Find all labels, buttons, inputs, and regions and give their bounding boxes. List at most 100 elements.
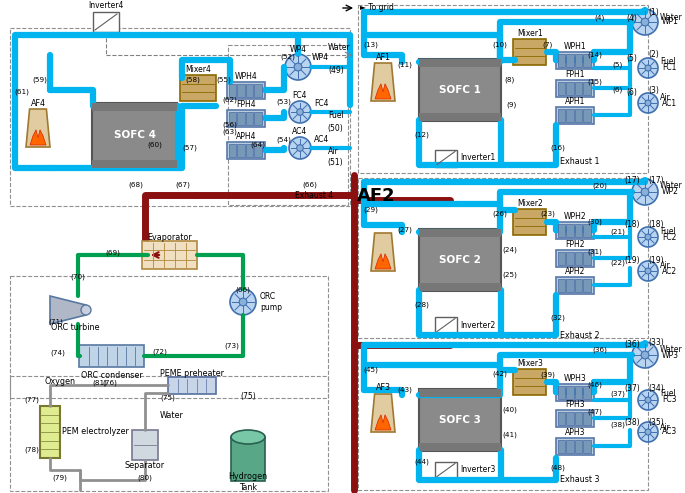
Text: Mixer4: Mixer4 bbox=[185, 66, 211, 74]
Bar bbox=[419, 229, 501, 291]
Text: SOFC 4: SOFC 4 bbox=[114, 130, 156, 140]
Text: (81): (81) bbox=[92, 380, 108, 386]
Bar bbox=[514, 39, 547, 65]
Text: Exhaust 2: Exhaust 2 bbox=[560, 330, 599, 340]
Bar bbox=[558, 54, 566, 67]
Circle shape bbox=[638, 93, 658, 113]
Text: (9): (9) bbox=[507, 102, 517, 108]
Text: (4): (4) bbox=[595, 15, 605, 21]
Text: (73): (73) bbox=[225, 343, 240, 349]
Bar bbox=[556, 437, 594, 455]
Text: (64): (64) bbox=[251, 142, 265, 148]
Polygon shape bbox=[371, 63, 395, 101]
Bar bbox=[558, 223, 566, 237]
Text: Mixer3: Mixer3 bbox=[517, 359, 543, 368]
Text: WP4: WP4 bbox=[290, 44, 306, 54]
Text: (38): (38) bbox=[610, 422, 625, 428]
Polygon shape bbox=[371, 233, 395, 271]
Text: (75): (75) bbox=[160, 395, 175, 401]
Bar bbox=[558, 251, 566, 265]
Text: (4): (4) bbox=[627, 13, 638, 23]
Text: (13): (13) bbox=[364, 42, 378, 48]
Bar bbox=[558, 279, 566, 291]
Bar bbox=[419, 59, 501, 121]
Text: (6): (6) bbox=[613, 87, 623, 93]
Bar bbox=[227, 141, 265, 159]
Text: (6): (6) bbox=[627, 87, 638, 97]
Bar bbox=[246, 111, 253, 125]
Bar bbox=[558, 386, 566, 398]
Text: (46): (46) bbox=[588, 382, 602, 388]
Text: Air: Air bbox=[328, 147, 339, 156]
Bar bbox=[10, 28, 350, 206]
Circle shape bbox=[285, 54, 311, 80]
Text: FC4: FC4 bbox=[314, 99, 329, 107]
Polygon shape bbox=[371, 394, 395, 432]
Bar bbox=[558, 412, 566, 424]
Circle shape bbox=[638, 422, 658, 442]
Circle shape bbox=[632, 9, 658, 35]
Text: Exhaust 4: Exhaust 4 bbox=[295, 191, 333, 201]
Bar bbox=[10, 376, 328, 491]
Bar bbox=[419, 443, 501, 451]
Text: (74): (74) bbox=[51, 350, 66, 356]
Text: (25): (25) bbox=[503, 272, 517, 278]
Circle shape bbox=[81, 305, 91, 315]
Text: Inverter2: Inverter2 bbox=[460, 320, 495, 329]
Bar bbox=[228, 45, 348, 205]
Text: (42): (42) bbox=[493, 371, 508, 377]
Text: WPH1: WPH1 bbox=[564, 42, 586, 51]
Polygon shape bbox=[50, 296, 86, 324]
Bar bbox=[556, 221, 594, 239]
Text: AC3: AC3 bbox=[662, 427, 677, 436]
Text: (49): (49) bbox=[328, 66, 344, 74]
Text: (66): (66) bbox=[236, 287, 251, 293]
Bar bbox=[575, 108, 582, 121]
Bar bbox=[92, 160, 177, 168]
Circle shape bbox=[289, 137, 311, 159]
Bar bbox=[575, 251, 582, 265]
Text: Exhaust 1: Exhaust 1 bbox=[560, 157, 599, 167]
Text: ORC turbine: ORC turbine bbox=[51, 323, 99, 332]
Bar bbox=[575, 279, 582, 291]
Text: (12): (12) bbox=[414, 132, 429, 138]
Text: FPH4: FPH4 bbox=[236, 100, 256, 109]
Text: (8): (8) bbox=[505, 77, 515, 83]
Bar bbox=[168, 377, 216, 393]
Bar bbox=[566, 108, 574, 121]
Text: (68): (68) bbox=[129, 182, 143, 188]
Bar bbox=[358, 5, 648, 173]
Circle shape bbox=[230, 289, 256, 315]
Bar bbox=[231, 437, 265, 481]
Text: (45): (45) bbox=[364, 367, 378, 373]
Text: (26): (26) bbox=[493, 211, 508, 217]
Text: (72): (72) bbox=[153, 349, 167, 355]
Circle shape bbox=[645, 65, 651, 71]
Bar bbox=[556, 277, 594, 293]
Bar bbox=[227, 109, 265, 127]
Polygon shape bbox=[30, 130, 46, 145]
Bar bbox=[246, 143, 253, 156]
Circle shape bbox=[289, 101, 311, 123]
Bar bbox=[358, 178, 648, 338]
Text: AC4: AC4 bbox=[292, 128, 308, 137]
Bar bbox=[358, 342, 648, 490]
Bar bbox=[584, 108, 591, 121]
Bar bbox=[246, 83, 253, 97]
Text: (20): (20) bbox=[593, 183, 608, 189]
Bar bbox=[92, 103, 177, 110]
Text: (66): (66) bbox=[303, 182, 317, 188]
Circle shape bbox=[638, 390, 658, 410]
Bar bbox=[566, 81, 574, 95]
Bar bbox=[566, 251, 574, 265]
Bar bbox=[419, 389, 501, 397]
Text: Exhaust 3: Exhaust 3 bbox=[560, 476, 599, 485]
Text: FPH3: FPH3 bbox=[565, 400, 585, 409]
Circle shape bbox=[641, 351, 649, 359]
Bar bbox=[575, 81, 582, 95]
Text: (34): (34) bbox=[648, 384, 664, 392]
Text: (24): (24) bbox=[503, 247, 517, 253]
Text: Inverter1: Inverter1 bbox=[460, 153, 495, 163]
Text: (7): (7) bbox=[543, 42, 553, 48]
Text: Fuel: Fuel bbox=[660, 226, 675, 236]
